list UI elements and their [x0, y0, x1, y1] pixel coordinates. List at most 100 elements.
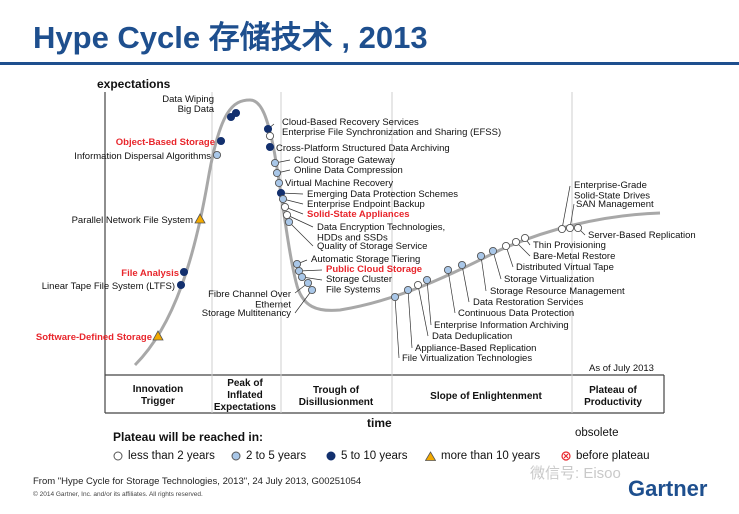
legend-label: more than 10 years — [441, 450, 541, 462]
tech-marker — [152, 330, 164, 341]
lightblue-circle-icon — [231, 451, 241, 461]
tech-label: Cloud-Based Recovery Services — [282, 117, 419, 128]
phase-label: Plateau of — [589, 385, 637, 396]
leader-line — [394, 296, 400, 359]
page-title: Hype Cycle 存储技术 , 2013 — [33, 20, 428, 55]
tech-marker — [403, 285, 413, 295]
white-circle-icon — [113, 451, 123, 461]
gartner-logo: Gartner — [628, 476, 708, 501]
tech-marker — [557, 224, 567, 234]
tech-label: Distributed Virtual Tape — [516, 262, 614, 273]
tech-marker — [280, 202, 290, 212]
x-axis-label: time — [367, 416, 392, 430]
tech-label: Cross-Platform Structured Data Archiving — [276, 143, 450, 154]
tech-label: Ethernet — [255, 300, 291, 311]
tech-label: Enterprise-Grade — [574, 180, 647, 191]
tech-label: Thin Provisioning — [533, 240, 606, 251]
phase-label: Trough of — [313, 385, 360, 396]
tech-marker — [231, 108, 241, 118]
tech-label: Solid-State Drives — [574, 191, 650, 202]
tech-label: Software-Defined Storage — [36, 332, 152, 343]
tech-marker — [565, 223, 575, 233]
tech-marker — [278, 194, 288, 204]
tech-marker — [501, 241, 511, 251]
tech-marker — [390, 292, 400, 302]
tech-marker — [297, 272, 307, 282]
legend-title: Plateau will be reached in: — [113, 430, 264, 444]
tech-marker — [520, 233, 530, 243]
tech-label: Cloud Storage Gateway — [294, 155, 395, 166]
leader-line — [447, 269, 456, 314]
copyright-note: © 2014 Gartner, Inc. and/or its affiliat… — [33, 491, 203, 498]
tech-label: Parallel Network File System — [72, 215, 194, 226]
tech-label: Storage Virtualization — [504, 274, 594, 285]
legend-label: less than 2 years — [128, 450, 215, 462]
leader-line — [492, 250, 502, 280]
legend-obsolete-line1: obsolete — [575, 427, 619, 439]
tech-label: Enterprise File Synchronization and Shar… — [282, 127, 501, 138]
leader-line — [417, 284, 429, 337]
tech-marker — [413, 280, 423, 290]
tech-marker — [263, 124, 273, 134]
tech-label: Virtual Machine Recovery — [285, 178, 393, 189]
phase-label: Productivity — [584, 397, 642, 408]
markers — [152, 108, 583, 341]
tech-marker — [194, 213, 206, 224]
legend: Plateau will be reached in: less than 2 … — [113, 427, 673, 470]
tech-label: Appliance-Based Replication — [415, 343, 536, 354]
tech-marker — [307, 285, 317, 295]
tech-marker — [216, 136, 226, 146]
tech-label: Online Data Compression — [294, 165, 403, 176]
tech-marker — [176, 280, 186, 290]
tech-marker — [476, 251, 486, 261]
tech-marker — [511, 237, 521, 247]
leader-line — [426, 279, 432, 326]
tech-label: Server-Based Replication — [588, 230, 696, 241]
tech-label: Object-Based Storage — [116, 137, 215, 148]
hype-cycle-chart: Software-Defined Storage Linear Tape File… — [36, 77, 696, 430]
as-of-label: As of July 2013 — [589, 363, 654, 374]
tech-label: Enterprise Endpoint Backup — [307, 199, 425, 210]
phase-label: Innovation — [133, 384, 184, 395]
tech-label: Bare-Metal Restore — [533, 251, 615, 262]
tech-label: File Virtualization Technologies — [402, 353, 532, 364]
tech-label: Enterprise Information Archiving — [434, 320, 569, 331]
tech-label: Linear Tape File System (LTFS) — [42, 281, 175, 292]
tech-marker — [488, 246, 498, 256]
tech-marker — [573, 223, 583, 233]
tech-label: File Systems — [326, 285, 381, 296]
tech-label: HDDs and SSDs — [317, 233, 388, 244]
tech-label: Automatic Storage Tiering — [311, 254, 420, 265]
tech-label: Storage Resource Management — [490, 286, 625, 297]
tech-label: Information Dispersal Algorithms — [74, 151, 211, 162]
y-axis-label: expectations — [97, 77, 171, 91]
tech-label: Solid-State Appliances — [307, 209, 410, 220]
tech-marker — [303, 278, 313, 288]
leader-line — [294, 289, 313, 314]
legend-label: before plateau — [576, 450, 650, 462]
tech-marker — [179, 267, 189, 277]
tech-label: Data Deduplication — [432, 331, 512, 342]
leader-line — [286, 214, 314, 228]
tech-marker — [282, 210, 292, 220]
leader-line — [288, 221, 314, 247]
tech-label: Emerging Data Protection Schemes — [307, 189, 458, 200]
legend-item-2to5: 2 to 5 years — [231, 450, 306, 462]
tech-label: Storage Multitenancy — [202, 308, 291, 319]
legend-label: 5 to 10 years — [341, 450, 408, 462]
phase-label: Peak of — [227, 378, 263, 389]
tech-labels: Software-Defined Storage Linear Tape File… — [36, 94, 696, 364]
title-rule — [0, 62, 739, 65]
leader-line — [569, 203, 575, 229]
tech-marker — [272, 168, 282, 178]
tech-marker — [292, 259, 302, 269]
leader-line — [461, 264, 470, 303]
tech-label: Data Restoration Services — [473, 297, 584, 308]
tech-marker — [422, 275, 432, 285]
tech-label: Data Encryption Technologies, — [317, 222, 445, 233]
tech-label: SAN Management — [576, 199, 654, 210]
source-note: From "Hype Cycle for Storage Technologie… — [33, 476, 362, 487]
phase-label: Slope of Enlightenment — [430, 391, 542, 402]
phase-label: Disillusionment — [299, 397, 374, 408]
